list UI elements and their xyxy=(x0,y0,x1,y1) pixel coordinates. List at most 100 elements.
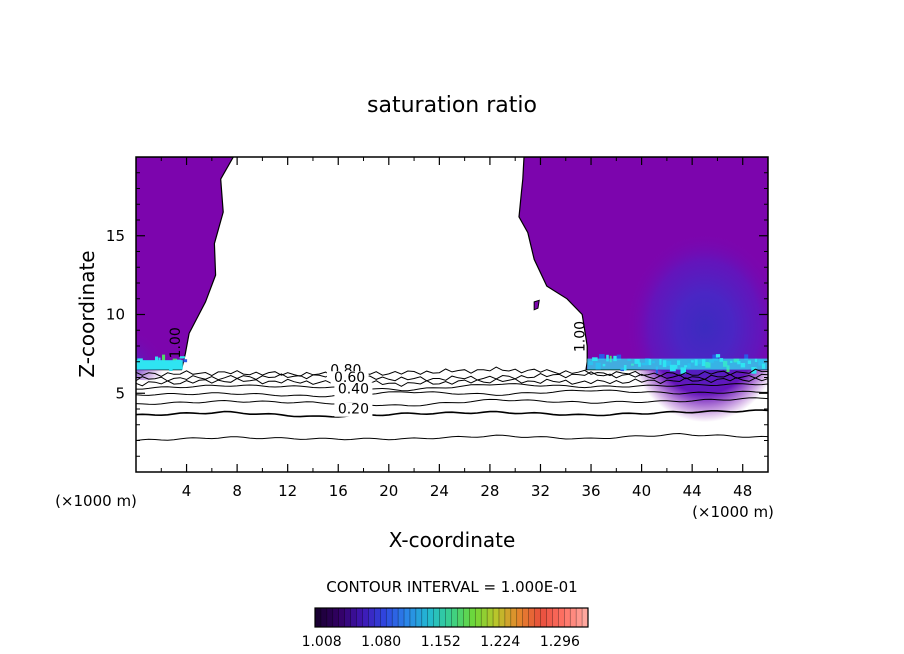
colorbar-segment xyxy=(421,608,429,627)
colorbar-segment xyxy=(540,608,547,627)
contour-line xyxy=(136,389,768,398)
colorbar-segment xyxy=(439,608,446,627)
base-speckle xyxy=(183,359,188,363)
x-tick-label: 20 xyxy=(379,482,398,500)
colorbar-segment xyxy=(433,608,441,627)
contour-label-bg xyxy=(334,402,373,417)
contour-line xyxy=(136,366,768,377)
colorbar-segment xyxy=(528,608,535,627)
x-tick-label: 12 xyxy=(278,482,297,500)
contour-interval-label: CONTOUR INTERVAL = 1.000E-01 xyxy=(326,578,577,596)
base-speckle xyxy=(613,355,617,362)
colorbar-segment xyxy=(320,608,328,627)
x-axis-ticks: 4 8 12 16 20 24 28 32 36 40 44 48 xyxy=(160,157,752,500)
x-tick-label: 16 xyxy=(329,482,348,500)
colorbar-segment xyxy=(498,608,506,627)
colorbar-segment xyxy=(558,608,565,627)
colorbar-segment xyxy=(481,608,488,627)
x-tick-label: 4 xyxy=(182,482,192,500)
x-axis-label: X-coordinate xyxy=(389,528,516,552)
base-speckle xyxy=(137,358,143,361)
chart-title: saturation ratio xyxy=(367,93,537,118)
colorbar-segment xyxy=(510,608,518,627)
y-tick-label: 5 xyxy=(115,384,125,402)
contour-label: 1.00 xyxy=(168,327,184,358)
colorbar-segment xyxy=(326,608,334,627)
contour-label-bg xyxy=(334,382,373,397)
colorbar-segment xyxy=(380,608,387,627)
colorbar xyxy=(314,608,589,627)
colorbar-segment xyxy=(516,608,524,627)
colorbar-segment xyxy=(356,608,363,627)
x-tick-label: 28 xyxy=(480,482,499,500)
colorbar-segment xyxy=(534,608,541,627)
colorbar-segment xyxy=(398,608,405,627)
y-axis-ticks: 5 10 15 xyxy=(106,172,768,457)
colorbar-tick-label: 1.296 xyxy=(540,634,580,650)
colorbar-tick-label: 1.008 xyxy=(302,634,342,650)
colorbar-segment xyxy=(546,608,553,627)
base-speckle xyxy=(155,356,159,362)
base-band-right xyxy=(587,358,768,370)
x-tick-label: 44 xyxy=(683,482,702,500)
colorbar-segment xyxy=(445,608,452,627)
contour-line xyxy=(136,371,768,382)
colorbar-segment xyxy=(386,608,393,627)
base-speckle xyxy=(680,367,686,374)
base-speckle xyxy=(179,356,185,359)
y-tick-label: 10 xyxy=(106,306,125,324)
x-tick-label: 8 xyxy=(232,482,242,500)
contour-line-layer xyxy=(136,366,768,441)
colorbar-segment xyxy=(582,608,589,627)
x-tick-label: 36 xyxy=(581,482,600,500)
colorbar-segment xyxy=(344,608,351,627)
colorbar-segment xyxy=(392,608,399,627)
contour-label-layer: 1.00 1.000.800.600.400.20 xyxy=(168,321,588,418)
contour-line xyxy=(136,432,768,441)
y-tick-label: 15 xyxy=(106,227,125,245)
base-speckle xyxy=(616,354,622,361)
contour-line xyxy=(136,383,768,392)
colorbar-segment xyxy=(522,608,530,627)
colorbar-segment xyxy=(463,608,470,627)
contour-label: 1.00 xyxy=(573,321,589,352)
saturation-core-left xyxy=(136,324,177,381)
colorbar-segment xyxy=(475,608,482,627)
colorbar-segment xyxy=(409,608,417,627)
colorbar-segment xyxy=(469,608,476,627)
x-tick-label: 48 xyxy=(733,482,752,500)
base-speckle xyxy=(599,354,605,360)
contour-label: 0.20 xyxy=(338,402,369,418)
colorbar-segment xyxy=(487,608,494,627)
colorbar-segment xyxy=(404,608,411,627)
colorbar-segment xyxy=(570,608,577,627)
colorbar-tick-labels: 1.008 1.080 1.152 1.224 1.296 xyxy=(302,634,580,650)
contour-line xyxy=(136,397,768,407)
colorbar-segment xyxy=(576,608,583,627)
colorbar-tick-label: 1.080 xyxy=(361,634,401,650)
saturation-core-right xyxy=(624,232,768,423)
x-tick-label: 24 xyxy=(430,482,449,500)
base-speckle xyxy=(715,354,721,358)
colorbar-segment xyxy=(451,608,458,627)
colorbar-segment xyxy=(362,608,369,627)
supersaturated-island xyxy=(533,299,540,311)
plot-area: 1.00 1.000.800.600.400.20 xyxy=(136,157,768,472)
colorbar-segment xyxy=(552,608,559,627)
colorbar-segment xyxy=(315,608,322,627)
colorbar-segment xyxy=(374,608,381,627)
x-tick-label: 40 xyxy=(632,482,651,500)
contour-line xyxy=(136,377,768,387)
base-speckle xyxy=(606,354,609,362)
colorbar-segment xyxy=(427,608,435,627)
colorbar-frame xyxy=(314,607,589,628)
base-speckle xyxy=(162,354,166,362)
colorbar-segment xyxy=(368,608,375,627)
base-speckle xyxy=(712,354,719,361)
colorbar-tick-label: 1.152 xyxy=(421,634,461,650)
colorbar-segment xyxy=(350,608,357,627)
base-speckle xyxy=(655,366,658,374)
colorbar-segment xyxy=(332,608,340,627)
contour-line xyxy=(136,409,768,418)
